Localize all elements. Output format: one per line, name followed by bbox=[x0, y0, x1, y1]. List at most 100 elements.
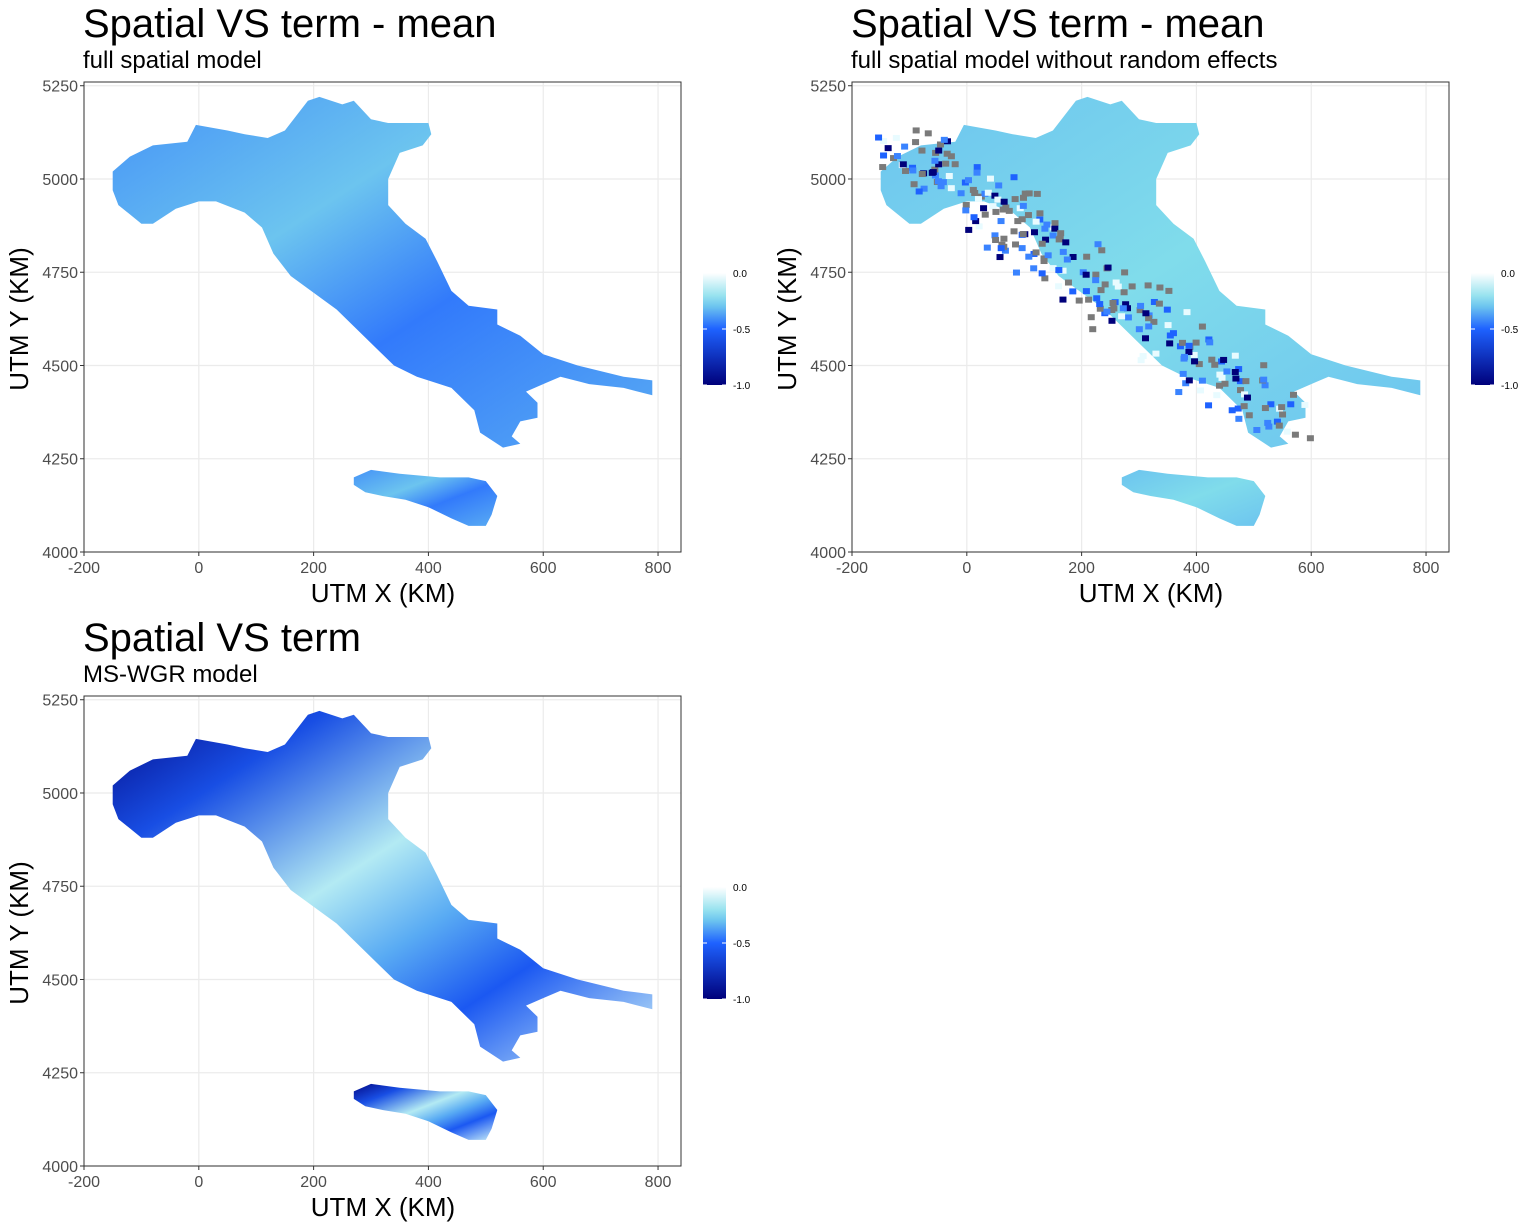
noise-cell bbox=[1000, 235, 1008, 242]
plot-area: -200 0 200 400 600 800 4000 4250 4500 4750 5000 525… bbox=[42, 693, 750, 1191]
noise-cell bbox=[1062, 239, 1070, 246]
plot-border bbox=[83, 695, 682, 1167]
noise-cell bbox=[1118, 313, 1126, 320]
noise-cell bbox=[1114, 283, 1122, 290]
noise-cell bbox=[1195, 361, 1203, 368]
chart-title: Spatial VS term - mean bbox=[851, 2, 1265, 46]
noise-cell bbox=[997, 245, 1005, 252]
y-tick-label: 4750 bbox=[42, 879, 78, 896]
y-tick-label: 5250 bbox=[42, 693, 78, 710]
noise-cell bbox=[1069, 288, 1077, 295]
noise-cell bbox=[1273, 418, 1281, 425]
x-axis: -200 0 200 400 600 800 bbox=[68, 552, 671, 577]
noise-cell bbox=[1025, 253, 1033, 260]
noise-cell bbox=[935, 147, 943, 154]
noise-cell bbox=[1056, 235, 1064, 242]
noise-cell bbox=[1192, 339, 1200, 346]
noise-cell bbox=[974, 196, 982, 203]
noise-cell bbox=[1108, 317, 1116, 324]
noise-cell bbox=[1087, 314, 1095, 321]
noise-cells bbox=[875, 127, 1314, 442]
island-region bbox=[353, 469, 498, 526]
x-axis-label: UTM X (KM) bbox=[310, 1192, 456, 1222]
colorbar-legend: 0.0 -0.5 -1.0 bbox=[703, 269, 751, 392]
noise-cell bbox=[890, 155, 898, 162]
noise-cell bbox=[1041, 275, 1049, 282]
noise-cell bbox=[1139, 353, 1147, 360]
noise-cell bbox=[1049, 232, 1057, 239]
noise-cell bbox=[1178, 339, 1186, 346]
noise-cell bbox=[1092, 271, 1100, 278]
noise-cell bbox=[934, 178, 942, 185]
chart-subtitle: full spatial model bbox=[83, 47, 262, 74]
colorbar bbox=[1471, 273, 1494, 385]
noise-cell bbox=[1206, 339, 1214, 346]
noise-cell bbox=[1019, 194, 1027, 201]
noise-cell bbox=[1092, 277, 1100, 284]
noise-cell bbox=[1181, 353, 1189, 360]
noise-cell bbox=[1231, 369, 1239, 376]
y-axis: 4000 4250 4500 4750 5000 5250 bbox=[42, 79, 84, 562]
colorbar-label: -1.0 bbox=[733, 381, 751, 392]
y-axis: 4000 4250 4500 4750 5000 5250 bbox=[810, 79, 852, 562]
noise-cell bbox=[1228, 407, 1236, 414]
y-tick-label: 4250 bbox=[42, 452, 78, 469]
noise-cell bbox=[918, 171, 926, 178]
noise-cell bbox=[980, 205, 988, 212]
noise-cell bbox=[1166, 340, 1174, 347]
noise-cell bbox=[1301, 401, 1309, 408]
noise-cell bbox=[901, 143, 909, 150]
noise-cell bbox=[1083, 253, 1091, 260]
y-tick-label: 4000 bbox=[42, 1159, 78, 1176]
noise-cell bbox=[1291, 431, 1299, 438]
map-regions bbox=[880, 96, 1421, 526]
chart-panel-3: Spatial VS term MS-WGR model -200 0 200 400… bbox=[0, 614, 768, 1228]
noise-cell bbox=[1055, 267, 1063, 274]
noise-cell bbox=[1198, 323, 1206, 330]
y-axis: 4000 4250 4500 4750 5000 5250 bbox=[42, 693, 84, 1176]
chart-subtitle: MS-WGR model bbox=[83, 661, 258, 688]
mainland-region bbox=[112, 96, 653, 448]
colorbar-legend: 0.0 -0.5 -1.0 bbox=[1471, 269, 1519, 392]
noise-cell bbox=[1121, 269, 1129, 276]
noise-cell bbox=[1208, 356, 1216, 363]
noise-cell bbox=[973, 169, 981, 176]
noise-cell bbox=[1094, 241, 1102, 248]
y-tick-label: 4000 bbox=[810, 545, 846, 562]
y-tick-label: 5250 bbox=[810, 79, 846, 96]
mainland-region bbox=[880, 96, 1421, 448]
noise-cell bbox=[1041, 225, 1049, 232]
x-axis-label: UTM X (KM) bbox=[1078, 578, 1224, 608]
noise-cell bbox=[1142, 310, 1150, 317]
noise-cell bbox=[1032, 249, 1040, 256]
noise-cell bbox=[1155, 300, 1163, 307]
x-tick-label: 600 bbox=[530, 1174, 557, 1191]
noise-cell bbox=[964, 177, 972, 184]
noise-cell bbox=[1205, 402, 1213, 409]
colorbar-label: -0.5 bbox=[1501, 325, 1519, 336]
noise-cell bbox=[997, 218, 1005, 225]
noise-cell bbox=[1135, 326, 1143, 333]
chart-panel-2: Spatial VS term - mean full spatial mode… bbox=[768, 0, 1536, 614]
noise-cell bbox=[1051, 220, 1059, 227]
noise-cell bbox=[1036, 216, 1044, 223]
noise-cell bbox=[1182, 380, 1190, 387]
noise-cell bbox=[1183, 309, 1191, 316]
noise-cell bbox=[1019, 202, 1027, 209]
x-tick-label: 0 bbox=[194, 560, 203, 577]
x-tick-label: 800 bbox=[645, 560, 672, 577]
noise-cell bbox=[1119, 305, 1127, 312]
noise-cell bbox=[880, 138, 888, 145]
noise-cell bbox=[1165, 287, 1173, 294]
noise-cell bbox=[1260, 362, 1268, 369]
y-tick-label: 4750 bbox=[810, 265, 846, 282]
plot-border bbox=[83, 81, 682, 553]
noise-cell bbox=[1185, 377, 1193, 384]
noise-cell bbox=[1243, 394, 1251, 401]
noise-cell bbox=[1122, 301, 1130, 308]
noise-cell bbox=[1005, 207, 1013, 214]
noise-cell bbox=[1278, 404, 1286, 411]
chart-title: Spatial VS term bbox=[83, 616, 361, 660]
noise-cell bbox=[1264, 419, 1272, 426]
noise-cell bbox=[1175, 389, 1183, 396]
